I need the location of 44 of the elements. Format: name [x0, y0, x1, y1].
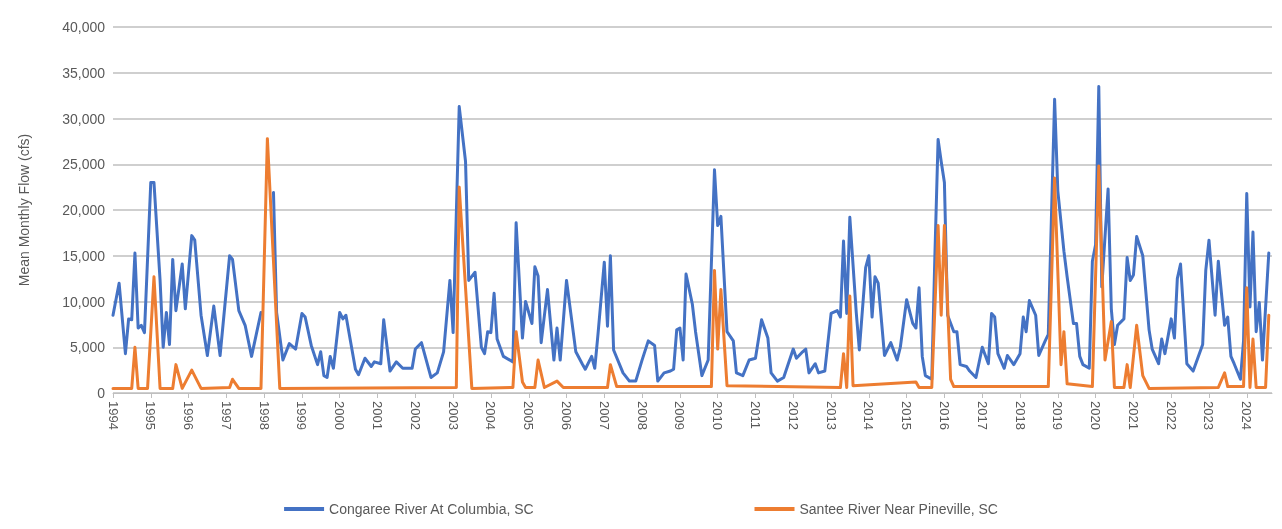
- y-tick-label: 25,000: [62, 156, 106, 173]
- x-tick-label: 2016: [936, 401, 952, 430]
- x-tick-label: 1997: [218, 401, 234, 430]
- x-tick-label: 2011: [747, 401, 763, 429]
- legend-label: Santee River Near Pineville, SC: [799, 501, 998, 517]
- y-axis-title: Mean Monthly Flow (cfs): [16, 133, 32, 287]
- x-tick-label: 2008: [634, 401, 650, 430]
- x-tick-label: 2009: [672, 401, 688, 430]
- x-tick-label: 2018: [1012, 401, 1028, 430]
- y-tick-label: 40,000: [62, 19, 106, 35]
- y-tick-label: 0: [97, 385, 106, 401]
- y-tick-label: 10,000: [62, 293, 106, 310]
- x-tick-label: 1995: [143, 401, 159, 430]
- line-series: [111, 137, 1271, 390]
- y-tick-label: 35,000: [62, 64, 106, 81]
- x-tick-label: 2007: [596, 401, 612, 430]
- y-tick-label: 20,000: [62, 202, 106, 218]
- x-tick-label: 2000: [332, 401, 348, 430]
- x-tick-label: 2024: [1239, 401, 1255, 430]
- x-tick-label: 2022: [1163, 401, 1179, 430]
- x-tick-label: 2015: [899, 401, 915, 430]
- x-tick-label: 2013: [823, 401, 839, 430]
- x-tick-label: 2017: [974, 401, 990, 430]
- legend-label: Congaree River At Columbia, SC: [329, 501, 534, 517]
- x-tick-label: 1999: [294, 401, 310, 430]
- y-tick-label: 30,000: [62, 110, 106, 127]
- x-tick-label: 2003: [445, 401, 461, 430]
- x-tick-label: 2002: [407, 401, 423, 430]
- y-tick-label: 5,000: [69, 339, 106, 356]
- x-tick-label: 2010: [710, 401, 726, 430]
- x-tick-label: 2019: [1050, 401, 1066, 430]
- x-tick-label: 2005: [521, 401, 537, 430]
- x-tick-label: 2012: [785, 401, 801, 430]
- x-tick-label: 2001: [370, 401, 386, 430]
- x-tick-label: 1998: [256, 401, 272, 430]
- x-tick-label: 2006: [559, 401, 575, 430]
- x-tick-label: 1994: [105, 401, 121, 430]
- x-tick-label: 2020: [1088, 401, 1104, 430]
- y-tick-label: 15,000: [62, 247, 106, 264]
- x-tick-label: 2014: [861, 401, 877, 430]
- x-tick-label: 2004: [483, 401, 499, 430]
- x-tick-label: 2021: [1125, 401, 1141, 430]
- x-tick-label: 1996: [181, 401, 197, 430]
- x-tick-label: 2023: [1201, 401, 1217, 430]
